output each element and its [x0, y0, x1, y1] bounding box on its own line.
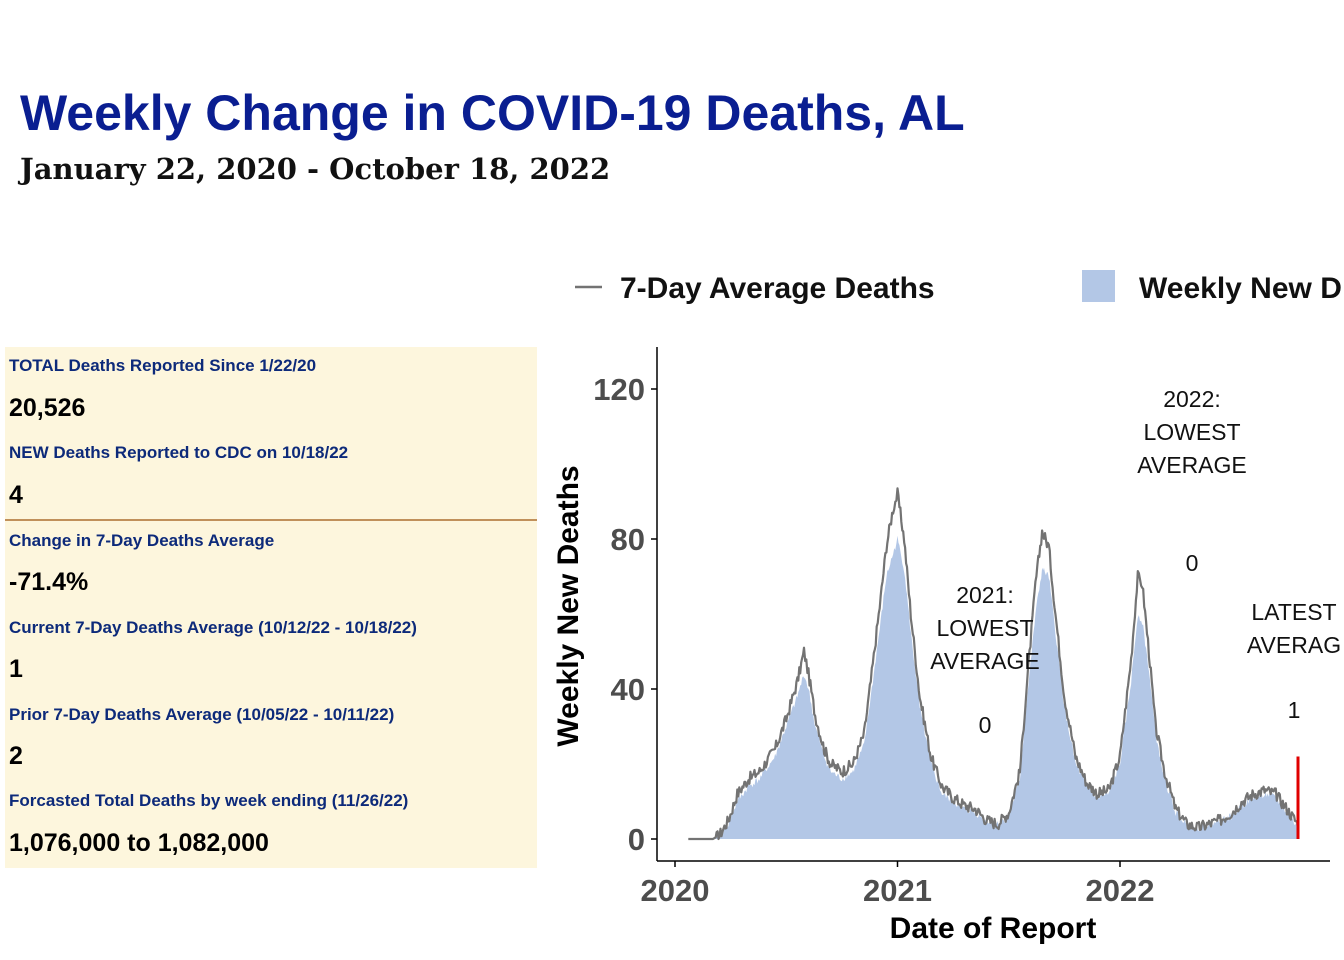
y-tick-label: 40	[611, 672, 645, 707]
change-average-value: -71.4%	[9, 568, 89, 596]
x-axis-label: Date of Report	[890, 912, 1097, 945]
legend-label-weekly: Weekly New D	[1139, 272, 1342, 305]
new-deaths-value: 4	[9, 481, 23, 509]
annotation-2021-line: LOWEST	[936, 615, 1033, 641]
prior-average-value: 2	[9, 742, 23, 770]
legend-box-swatch	[1082, 270, 1115, 302]
seven-day-average-line	[688, 487, 1300, 841]
annotation-2022-value: 0	[1186, 550, 1199, 576]
total-deaths-value: 20,526	[9, 394, 86, 422]
stats-panel: TOTAL Deaths Reported Since 1/22/20 20,5…	[5, 347, 537, 868]
current-average-value: 1	[9, 655, 23, 683]
forecast-label: Forcasted Total Deaths by week ending (1…	[9, 791, 409, 810]
x-tick-label: 2022	[1086, 873, 1155, 908]
current-average-label: Current 7-Day Deaths Average (10/12/22 -…	[9, 618, 417, 637]
page-title: Weekly Change in COVID-19 Deaths, AL	[20, 85, 965, 141]
annotation-latest-line: AVERAG	[1247, 632, 1341, 658]
annotation-2021-line: AVERAGE	[930, 648, 1040, 674]
annotation-2022-line: LOWEST	[1143, 419, 1240, 445]
y-axis-label: Weekly New Deaths	[552, 465, 585, 746]
annotation-2021-value: 0	[979, 712, 992, 738]
axis-ticks: 0 40 80 120 2020 2021 2022	[593, 372, 1154, 908]
annotation-2021-line: 2021:	[956, 582, 1014, 608]
x-tick-label: 2020	[641, 873, 710, 908]
x-tick-label: 2021	[863, 873, 932, 908]
page-subtitle: January 22, 2020 - October 18, 2022	[20, 152, 611, 186]
new-deaths-label: NEW Deaths Reported to CDC on 10/18/22	[9, 443, 349, 462]
annotation-2022-line: 2022:	[1163, 386, 1221, 412]
stats-divider	[5, 519, 537, 521]
y-tick-label: 0	[628, 822, 645, 857]
change-average-label: Change in 7-Day Deaths Average	[9, 531, 275, 550]
prior-average-label: Prior 7-Day Deaths Average (10/05/22 - 1…	[9, 705, 395, 724]
annotation-latest-value: 1	[1288, 697, 1301, 723]
total-deaths-label: TOTAL Deaths Reported Since 1/22/20	[9, 356, 317, 375]
y-tick-label: 80	[611, 522, 645, 557]
plot-area	[688, 487, 1300, 841]
legend-label-average: 7-Day Average Deaths	[620, 272, 935, 305]
chart-legend: 7-Day Average Deaths Weekly New D	[575, 270, 1342, 305]
chart-annotations: 2021: LOWEST AVERAGE 0 2022: LOWEST AVERAGE 0 LA…	[930, 386, 1341, 738]
forecast-value: 1,076,000 to 1,082,000	[9, 829, 269, 857]
y-tick-label: 120	[593, 372, 645, 407]
weekly-new-deaths-area	[688, 535, 1298, 839]
annotation-latest-line: LATEST	[1251, 599, 1336, 625]
annotation-2022-line: AVERAGE	[1137, 452, 1247, 478]
chart-axes	[656, 347, 1330, 862]
